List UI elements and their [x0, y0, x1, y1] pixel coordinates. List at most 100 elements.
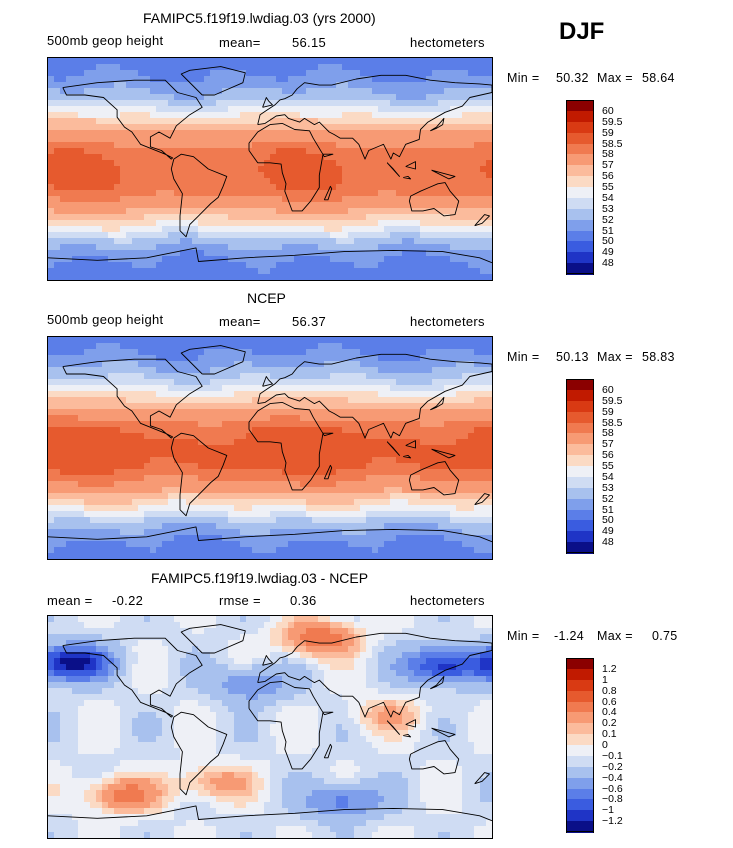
- map-cell: [432, 82, 439, 89]
- map-cell: [138, 355, 145, 362]
- map-cell: [78, 367, 85, 374]
- map-cell: [354, 112, 361, 119]
- map-cell: [174, 238, 181, 245]
- map-cell: [66, 499, 73, 506]
- map-cell: [486, 226, 492, 233]
- map-cell: [180, 391, 187, 398]
- map-cell: [312, 64, 319, 71]
- map-cell: [264, 82, 271, 89]
- map-cell: [84, 118, 91, 125]
- map-cell: [384, 487, 391, 494]
- map-cell: [402, 238, 409, 245]
- map-cell: [228, 268, 235, 275]
- map-cell: [66, 391, 73, 398]
- map-cell: [318, 349, 325, 356]
- map-cell: [66, 238, 73, 245]
- map-cell: [420, 256, 427, 263]
- map-cell: [324, 148, 331, 155]
- map-cell: [480, 355, 487, 362]
- map-cell: [234, 421, 241, 428]
- map-cell: [60, 190, 67, 197]
- map-cell: [138, 130, 145, 137]
- map-cell: [486, 343, 492, 350]
- map-cell: [228, 355, 235, 362]
- map-cell: [252, 244, 259, 251]
- map-cell: [54, 385, 61, 392]
- map-cell: [456, 88, 463, 95]
- map-cell: [354, 256, 361, 263]
- map-cell: [444, 268, 451, 275]
- map-cell: [468, 397, 475, 404]
- map-cell: [90, 136, 97, 143]
- map-cell: [390, 274, 397, 280]
- map-cell: [438, 349, 445, 356]
- map-cell: [126, 196, 133, 203]
- map-cell: [240, 232, 247, 239]
- map-cell: [186, 202, 193, 209]
- map-cell: [480, 226, 487, 233]
- map-cell: [132, 106, 139, 113]
- map-cell: [480, 106, 487, 113]
- map-cell: [444, 76, 451, 83]
- map-cell: [222, 433, 229, 440]
- map-cell: [294, 475, 301, 482]
- map-cell: [216, 409, 223, 416]
- map-cell: [384, 421, 391, 428]
- map-cell: [432, 70, 439, 77]
- map-cell: [480, 58, 487, 65]
- map-cell: [144, 154, 151, 161]
- map-cell: [234, 445, 241, 452]
- map-cell: [480, 457, 487, 464]
- map-cell: [270, 220, 277, 227]
- map-cell: [240, 355, 247, 362]
- map-cell: [114, 268, 121, 275]
- map-cell: [60, 214, 67, 221]
- map-cell: [120, 202, 127, 209]
- map-cell: [336, 136, 343, 143]
- map-cell: [210, 100, 217, 107]
- map-cell: [120, 409, 127, 416]
- map-cell: [156, 154, 163, 161]
- map-cell: [270, 100, 277, 107]
- map-cell: [114, 100, 121, 107]
- map-cell: [198, 130, 205, 137]
- map-cell: [102, 88, 109, 95]
- map-cell: [48, 379, 55, 386]
- map-cell: [282, 337, 289, 344]
- map-cell: [252, 178, 259, 185]
- map-cell: [474, 427, 481, 434]
- map-cell: [192, 505, 199, 512]
- map-cell: [312, 337, 319, 344]
- map-cell: [186, 166, 193, 173]
- map-cell: [66, 439, 73, 446]
- map-cell: [396, 244, 403, 251]
- map-cell: [324, 397, 331, 404]
- map-cell: [318, 136, 325, 143]
- map-cell: [438, 343, 445, 350]
- map-cell: [288, 196, 295, 203]
- map-cell: [138, 451, 145, 458]
- map-cell: [180, 130, 187, 137]
- map-cell: [360, 421, 367, 428]
- map-cell: [96, 142, 103, 149]
- map-cell: [432, 154, 439, 161]
- map-cell: [96, 463, 103, 470]
- map-cell: [396, 148, 403, 155]
- map-cell: [450, 196, 457, 203]
- map-cell: [480, 463, 487, 470]
- map-cell: [474, 505, 481, 512]
- map-cell: [372, 148, 379, 155]
- map-cell: [396, 403, 403, 410]
- map-cell: [462, 154, 469, 161]
- map-cell: [288, 361, 295, 368]
- map-cell: [168, 391, 175, 398]
- map-cell: [414, 214, 421, 221]
- map-cell: [294, 355, 301, 362]
- map-cell: [54, 433, 61, 440]
- map-cell: [258, 112, 265, 119]
- map-cell: [450, 433, 457, 440]
- map-cell: [420, 148, 427, 155]
- map-cell: [294, 184, 301, 191]
- map-cell: [78, 142, 85, 149]
- map-cell: [342, 64, 349, 71]
